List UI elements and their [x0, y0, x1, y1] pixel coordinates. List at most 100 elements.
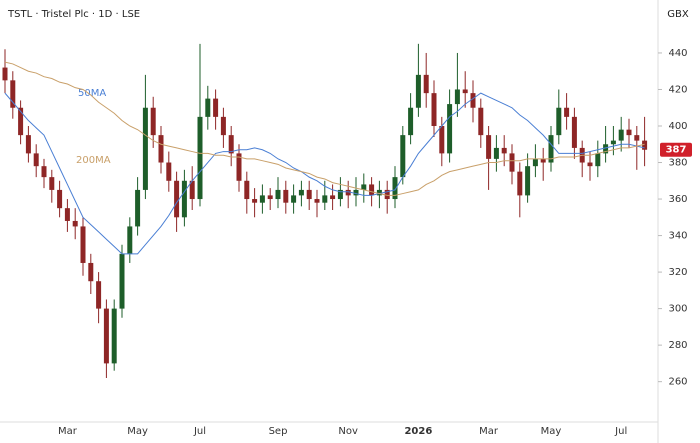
- candle-body: [127, 226, 133, 254]
- y-tick-label: 320: [668, 267, 687, 278]
- x-tick-label: Nov: [338, 426, 358, 437]
- candle-body: [587, 162, 593, 167]
- candle-body: [369, 184, 375, 196]
- x-tick-label: Jul: [614, 426, 627, 437]
- candle-body: [291, 195, 297, 203]
- candle-body: [509, 153, 515, 172]
- candle-body: [330, 195, 336, 200]
- candle-body: [228, 135, 234, 154]
- candle-body: [564, 107, 570, 117]
- candle-body: [189, 180, 195, 200]
- candle-body: [345, 189, 351, 196]
- last-price-box: [660, 142, 692, 157]
- x-tick-label: Mar: [58, 426, 78, 437]
- moving-average-line: [4, 92, 645, 255]
- candle-body: [642, 140, 648, 150]
- y-tick-label: 280: [668, 340, 687, 351]
- candle-body: [376, 189, 382, 196]
- candle-body: [57, 189, 63, 209]
- x-tick-label: Mar: [479, 426, 499, 437]
- candle-body: [361, 184, 367, 190]
- candle-body: [556, 107, 562, 136]
- candle-body: [493, 147, 499, 159]
- x-tick-label: May: [127, 426, 148, 437]
- candle-body: [517, 171, 523, 196]
- candle-body: [439, 126, 445, 154]
- candle-body: [181, 180, 187, 218]
- candle-body: [314, 199, 320, 203]
- y-tick-label: 440: [668, 48, 687, 59]
- candle-body: [501, 147, 507, 154]
- candle-body: [49, 177, 55, 190]
- candle-body: [603, 144, 609, 154]
- chart-title: TSTL · Tristel Plc · 1D · LSE: [7, 9, 140, 20]
- candle-body: [548, 135, 554, 163]
- candle-body: [337, 189, 343, 200]
- candle-body: [298, 189, 304, 196]
- candle-body: [158, 135, 164, 163]
- candle-body: [400, 135, 406, 178]
- candle-body: [119, 253, 125, 309]
- candle-body: [525, 166, 531, 196]
- candle-body: [478, 107, 484, 136]
- candle-body: [415, 74, 421, 108]
- x-tick-label: Jul: [193, 426, 206, 437]
- last-price-label: 387: [666, 145, 687, 156]
- candle-body: [197, 116, 203, 200]
- candle-body: [25, 135, 31, 154]
- x-tick-label: Sep: [269, 426, 288, 437]
- candle-body: [462, 89, 468, 94]
- x-tick-label: 2026: [404, 426, 432, 437]
- candle-body: [10, 80, 16, 108]
- candle-body: [150, 107, 156, 136]
- candle-body: [540, 158, 546, 163]
- candle-body: [259, 195, 265, 203]
- moving-average-line: [4, 61, 645, 196]
- series-label: 50MA: [78, 88, 106, 99]
- candle-body: [353, 189, 359, 196]
- candle-body: [571, 116, 577, 148]
- candle-body: [103, 308, 109, 364]
- y-tick-label: 260: [668, 377, 687, 388]
- candle-body: [213, 98, 219, 117]
- candle-body: [2, 67, 8, 81]
- candle-body: [626, 129, 632, 136]
- candle-body: [252, 199, 258, 203]
- candle-body: [244, 180, 250, 200]
- y-tick-label: 300: [668, 304, 687, 315]
- candle-body: [470, 93, 476, 108]
- candle-body: [431, 93, 437, 126]
- candle-body: [41, 166, 47, 178]
- candle-body: [236, 153, 242, 181]
- candle-body: [88, 262, 94, 282]
- candle-body: [486, 135, 492, 159]
- candle-body: [322, 195, 328, 203]
- candle-body: [306, 189, 312, 200]
- candle-body: [408, 107, 414, 136]
- candle-body: [595, 153, 601, 167]
- candle-body: [174, 180, 180, 218]
- candle-body: [18, 107, 24, 136]
- candle-body: [96, 281, 102, 309]
- candle-body: [142, 107, 148, 190]
- y-tick-label: 420: [668, 84, 687, 95]
- candle-body: [423, 74, 429, 94]
- candle-body: [267, 195, 273, 200]
- candle-body: [634, 135, 640, 141]
- candle-body: [220, 116, 226, 136]
- candle-body: [283, 189, 289, 203]
- candle-body: [111, 308, 117, 364]
- candle-body: [72, 220, 78, 227]
- candle-body: [447, 104, 453, 154]
- candle-body: [166, 162, 172, 181]
- candle-body: [384, 189, 390, 200]
- y-tick-label: 340: [668, 231, 687, 242]
- candle-body: [275, 189, 281, 200]
- candle-body: [610, 140, 616, 145]
- x-tick-label: May: [541, 426, 562, 437]
- y-tick-label: 400: [668, 121, 687, 132]
- candle-body: [64, 208, 70, 221]
